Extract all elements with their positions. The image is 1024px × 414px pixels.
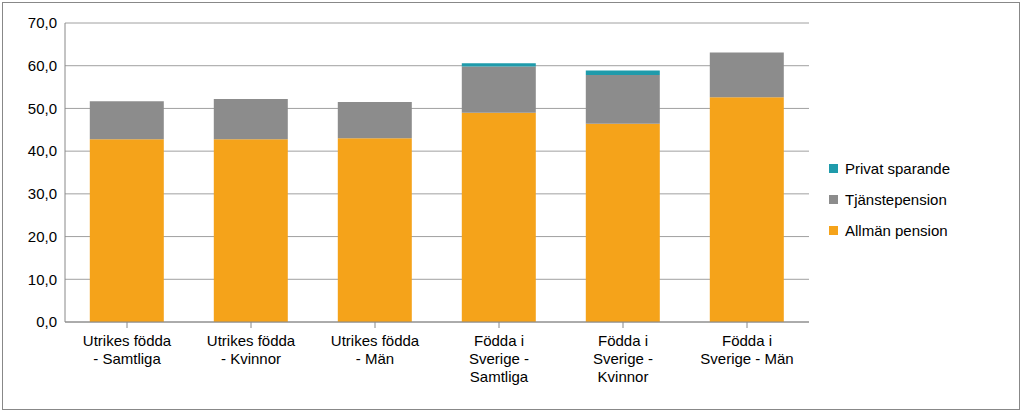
svg-text:20,0: 20,0 (28, 228, 57, 245)
svg-text:60,0: 60,0 (28, 57, 57, 74)
svg-text:Födda iSverige -Samtliga: Födda iSverige -Samtliga (469, 332, 529, 385)
svg-text:Utrikes födda- Kvinnor: Utrikes födda- Kvinnor (207, 332, 296, 367)
svg-text:50,0: 50,0 (28, 100, 57, 117)
html-text:Tjänstepension: Tjänstepension (845, 190, 947, 208)
svg-text:0,0: 0,0 (36, 313, 57, 330)
html-text:Allmän pension: Allmän pension (845, 221, 948, 239)
svg-text:Födda iSverige - Män: Födda iSverige - Män (700, 332, 793, 367)
svg-text:30,0: 30,0 (28, 185, 57, 202)
svg-text:Utrikes födda- Samtliga: Utrikes födda- Samtliga (83, 332, 172, 367)
svg-text:10,0: 10,0 (28, 271, 57, 288)
html-text:Privat sparande: Privat sparande (845, 159, 951, 177)
svg-text:40,0: 40,0 (28, 142, 57, 159)
svg-text:Födda iSverige -Kvinnor: Födda iSverige -Kvinnor (593, 332, 653, 385)
svg-text:Utrikes födda- Män: Utrikes födda- Män (331, 332, 420, 367)
svg-text:70,0: 70,0 (28, 14, 57, 31)
